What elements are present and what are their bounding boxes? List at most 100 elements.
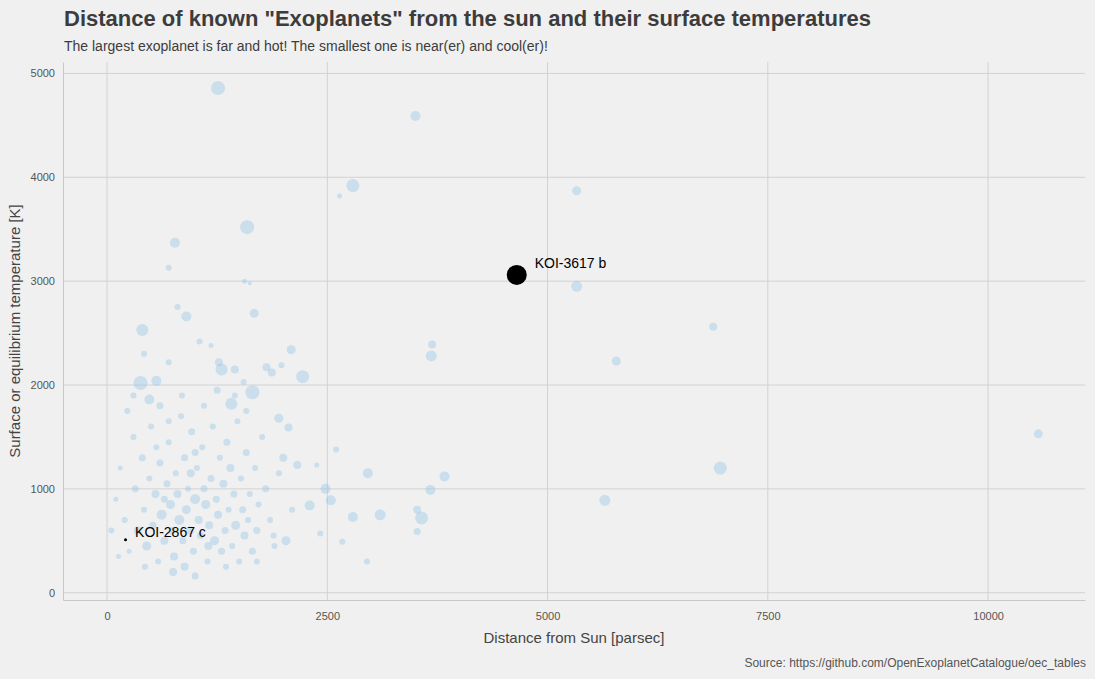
planet-point <box>153 444 159 450</box>
planet-point <box>571 281 582 292</box>
planet-point <box>414 528 421 535</box>
planet-point <box>152 490 160 498</box>
grid-line-x <box>767 62 768 600</box>
planet-point <box>181 454 188 461</box>
planet-point <box>279 454 287 462</box>
planet-point <box>156 402 163 409</box>
planet-point <box>245 517 251 523</box>
planet-point <box>348 512 358 522</box>
planet-point <box>241 379 247 385</box>
planet-point <box>333 446 339 452</box>
annotation: KOI-2867 c <box>135 524 206 540</box>
planet-point <box>195 516 203 524</box>
grid-line-y <box>63 488 1085 489</box>
planet-point <box>274 414 283 423</box>
planet-point <box>223 439 230 446</box>
y-axis: 010002000300040005000 <box>31 63 64 601</box>
planet-point <box>204 542 212 550</box>
planet-point <box>326 495 336 505</box>
planet-point <box>157 510 167 520</box>
x-tick-label: 7500 <box>756 610 780 622</box>
title: Distance of known "Exoplanets" from the … <box>64 6 871 31</box>
planet-point <box>305 500 315 510</box>
y-axis-title: Surface or equilibrium temperature [K] <box>6 204 23 457</box>
planet-point <box>124 408 130 414</box>
grid-line-x <box>327 62 328 600</box>
planet-point <box>242 279 247 284</box>
planet-point <box>116 554 121 559</box>
planet-point <box>181 563 189 571</box>
planet-point <box>144 395 154 405</box>
planet-point <box>178 413 184 419</box>
planet-point <box>232 392 238 398</box>
y-tick-label: 5000 <box>31 67 55 79</box>
y-tick: 5000 <box>31 67 63 79</box>
annotation: KOI-3617 b <box>535 255 607 271</box>
y-tick-label: 3000 <box>31 275 55 287</box>
planet-point <box>230 491 237 498</box>
planet-point <box>201 403 207 409</box>
planet-point <box>208 475 215 482</box>
planet-point <box>113 497 118 502</box>
planet-point <box>314 462 319 467</box>
x-axis-title: Distance from Sun [parsec] <box>484 629 665 646</box>
planet-point <box>188 428 195 435</box>
x-tick: 10000 <box>973 600 1004 622</box>
background <box>0 0 1095 679</box>
planet-point <box>169 568 177 576</box>
planet-point <box>173 470 179 476</box>
planet-point <box>243 449 250 456</box>
grid-line-x <box>547 62 548 600</box>
planet-point <box>231 365 239 373</box>
y-tick: 1000 <box>31 483 63 495</box>
planet-point <box>215 358 223 366</box>
x-tick: 2500 <box>316 600 340 622</box>
planet-point <box>166 359 172 365</box>
planet-point <box>155 559 161 565</box>
planet-point <box>425 485 435 495</box>
planet-point <box>219 480 227 488</box>
planet-point <box>247 491 253 497</box>
planet-point <box>249 548 256 555</box>
planet-point <box>166 439 172 445</box>
planet-point <box>156 459 163 466</box>
y-tick-label: 4000 <box>31 171 55 183</box>
planet-point <box>337 193 342 198</box>
planet-point <box>214 511 222 519</box>
planet-point <box>170 552 178 560</box>
planet-point <box>181 311 191 321</box>
y-tick-label: 0 <box>49 587 55 599</box>
planet-point <box>363 468 373 478</box>
planet-point <box>287 345 296 354</box>
planet-point <box>293 461 301 469</box>
planet-point <box>709 323 717 331</box>
planet-point <box>317 531 323 537</box>
x-axis: 025005000750010000 <box>64 600 1086 622</box>
planet-point <box>141 507 147 513</box>
planet-point <box>238 475 244 481</box>
highlight-point <box>124 538 127 541</box>
planet-point <box>166 265 172 271</box>
planet-point <box>276 470 282 476</box>
planet-point <box>148 424 154 430</box>
planet-point <box>175 304 181 310</box>
planet-point <box>364 559 370 565</box>
planet-point <box>136 324 148 336</box>
y-tick: 4000 <box>31 171 63 183</box>
planet-point <box>289 507 295 513</box>
planet-point <box>222 527 229 534</box>
highlight-point <box>507 265 527 285</box>
planet-point <box>210 424 216 430</box>
planet-point <box>256 501 262 507</box>
planet-point <box>252 465 258 471</box>
planet-point <box>209 343 214 348</box>
planet-point <box>163 480 170 487</box>
x-tick-label: 10000 <box>973 610 1004 622</box>
planet-point <box>201 500 210 509</box>
series-1 <box>124 265 527 541</box>
planet-point <box>166 500 175 509</box>
planet-point <box>213 496 220 503</box>
y-tick: 3000 <box>31 275 63 287</box>
planet-point <box>187 469 195 477</box>
planet-point <box>321 484 331 494</box>
